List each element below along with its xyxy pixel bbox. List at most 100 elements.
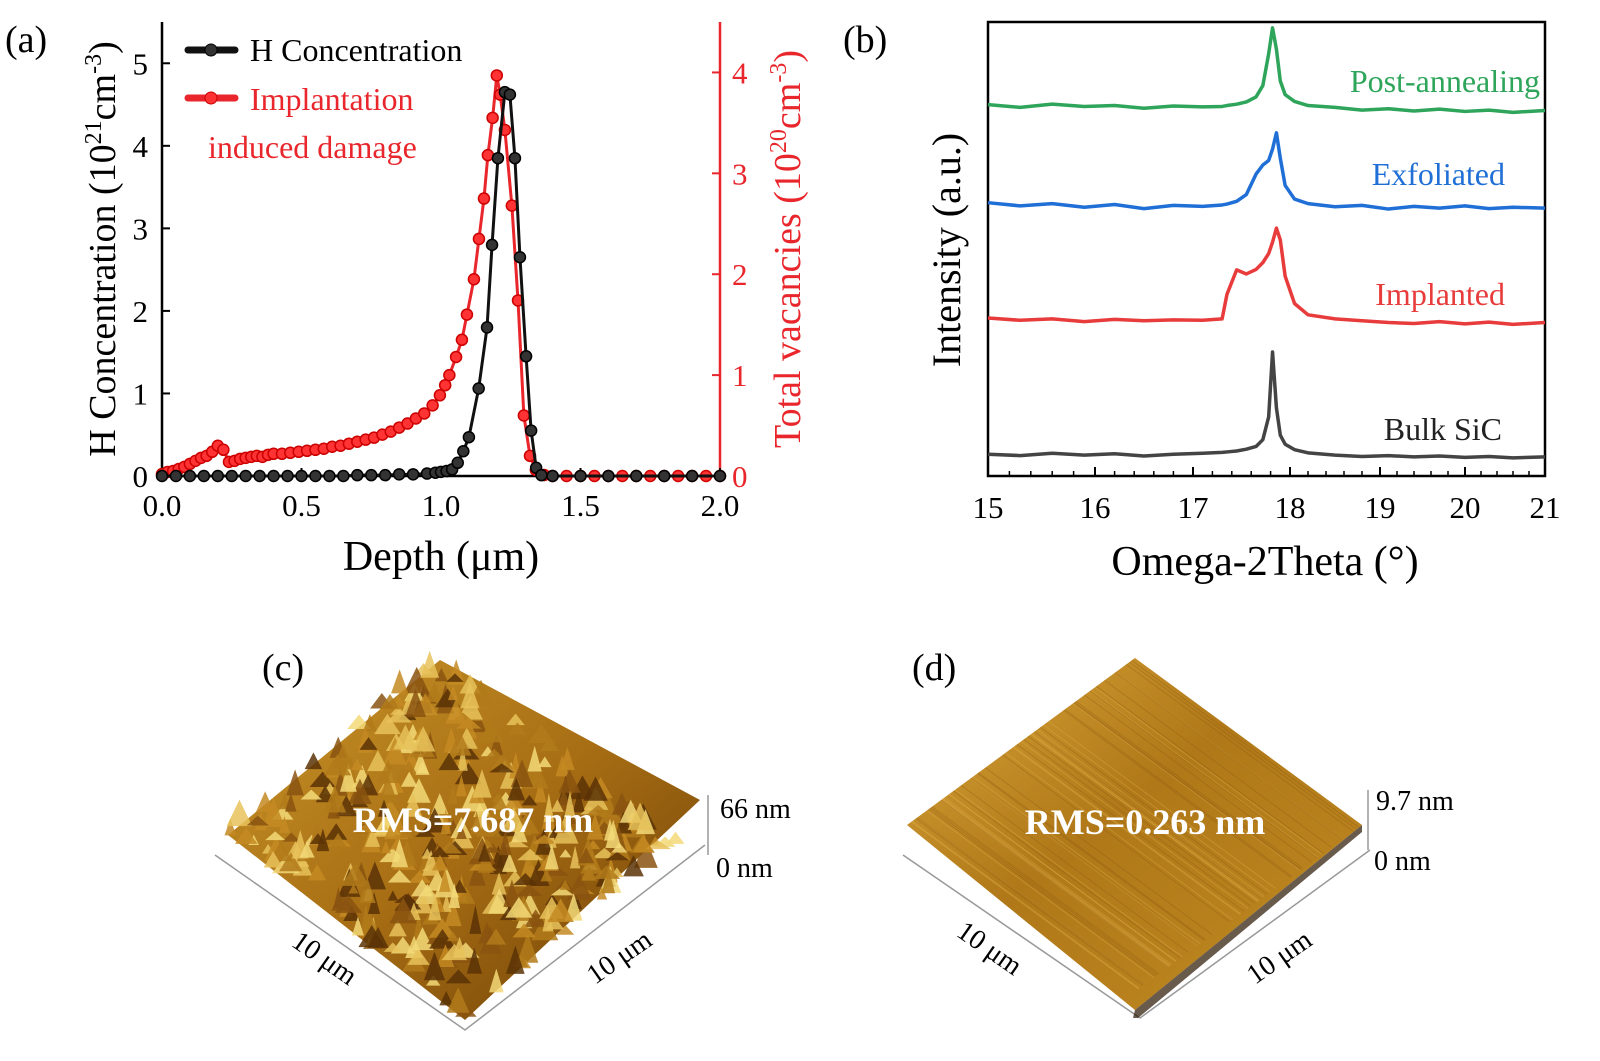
afm-d-streak xyxy=(926,810,1154,978)
afm-c-peak xyxy=(438,752,460,771)
afm-c-peak xyxy=(429,929,456,949)
afm-d-streak xyxy=(1048,721,1276,889)
afm-c-peak xyxy=(627,802,653,830)
afm-c-peak xyxy=(501,852,518,872)
x-tick-label: 1.5 xyxy=(561,488,600,523)
plot-frame xyxy=(986,20,1547,478)
h-concentration-point xyxy=(491,151,505,165)
h-concentration-point xyxy=(657,469,671,483)
afm-c-peak xyxy=(408,870,432,883)
afm-c-peak xyxy=(352,824,378,833)
afm-c-peak xyxy=(441,943,468,961)
legend-damage-label-1: Implantation xyxy=(250,81,414,117)
afm-c-peak xyxy=(377,799,391,817)
h-concentration-point xyxy=(239,469,252,483)
damage-point xyxy=(426,399,439,412)
afm-d-streak xyxy=(1063,709,1291,878)
afm-d-streak xyxy=(1002,754,1230,923)
damage-point xyxy=(486,111,499,125)
afm-d-streak xyxy=(1126,664,1354,832)
h-concentration-point xyxy=(378,468,392,482)
afm-c-peak xyxy=(285,792,297,812)
afm-c-peak xyxy=(426,975,441,986)
afm-d-streak xyxy=(1034,730,1263,899)
afm-c-peak xyxy=(581,866,597,881)
afm-c-peak xyxy=(403,792,423,817)
afm-d-streak xyxy=(917,816,1145,985)
afm-d-streak xyxy=(915,818,1144,986)
afm-c-peak xyxy=(420,650,440,678)
afm-c-peak xyxy=(316,828,330,852)
afm-c-peak xyxy=(515,884,543,897)
afm-c-peak xyxy=(547,898,574,923)
afm-c-peak xyxy=(224,818,237,836)
afm-c-peak xyxy=(265,831,286,841)
damage-point xyxy=(467,273,481,286)
afm-c-peak xyxy=(411,879,434,897)
afm-d-base-axes xyxy=(902,849,1371,1019)
afm-c-peak xyxy=(564,790,576,818)
h-concentration-point xyxy=(253,469,266,483)
afm-c-z-min: 0 nm xyxy=(716,853,773,884)
afm-d-edge xyxy=(1133,825,1362,1018)
afm-c-peak xyxy=(415,760,430,775)
afm-c-peak xyxy=(226,799,253,827)
afm-c-peak xyxy=(434,688,461,708)
afm-c-peak xyxy=(383,942,402,952)
afm-c-peak xyxy=(431,854,448,871)
h-concentration-point xyxy=(685,469,699,483)
afm-c-peak xyxy=(605,851,630,861)
h-concentration-point xyxy=(602,469,615,483)
y2-tick-label: 0 xyxy=(732,459,748,494)
x-tick-label: 2.0 xyxy=(701,488,740,523)
afm-c-peak xyxy=(411,927,434,951)
afm-c-peak xyxy=(363,861,386,890)
afm-c-peak xyxy=(348,883,359,894)
afm-c-peak xyxy=(428,918,457,938)
afm-c-peak xyxy=(544,844,559,870)
afm-c-peak xyxy=(304,752,323,770)
afm-d-surface xyxy=(907,658,1362,1010)
y2-axis-title: Total vacancies (1020cm-3) xyxy=(766,50,809,448)
afm-c-peak xyxy=(446,673,464,682)
afm-c-peak xyxy=(400,771,418,787)
afm-c-peak xyxy=(485,792,513,820)
x-tick-label: 20 xyxy=(1450,490,1481,525)
h-concentration-point xyxy=(211,469,225,483)
afm-c-peak xyxy=(279,816,290,833)
afm-c-peak xyxy=(323,753,352,776)
afm-c-peak xyxy=(470,811,483,835)
h-concentration-point xyxy=(574,469,587,483)
h-concentration-point xyxy=(485,238,499,252)
y2-tick-label: 2 xyxy=(732,257,748,292)
afm-c-peak xyxy=(380,840,391,854)
exfoliated-spectrum-line xyxy=(987,131,1546,211)
h-concentration-point xyxy=(406,468,420,481)
h-concentration-point xyxy=(462,430,476,444)
afm-d-streak xyxy=(1090,690,1318,858)
h-concentration-point xyxy=(392,468,406,481)
afm-d-streak xyxy=(1020,741,1249,909)
afm-c-peak xyxy=(393,724,418,750)
afm-d-streak xyxy=(970,778,1198,946)
afm-c-peak xyxy=(503,879,521,908)
afm-d-streak xyxy=(1031,733,1260,901)
h-concentration-point xyxy=(365,468,378,482)
y2-tick-label: 3 xyxy=(732,156,748,191)
x-tick-label: 0.5 xyxy=(282,488,321,523)
afm-c-peak xyxy=(367,750,389,772)
afm-d-streak xyxy=(954,789,1183,958)
afm-d-streak xyxy=(1131,660,1359,828)
afm-c-peak xyxy=(359,737,378,750)
afm-c-peak xyxy=(263,851,283,868)
afm-c-peak xyxy=(444,898,462,927)
afm-d-streak xyxy=(941,799,1169,967)
afm-c-peak xyxy=(309,771,336,788)
afm-c-peak xyxy=(466,947,483,974)
y-tick-label: 1 xyxy=(133,376,149,411)
afm-c-peak xyxy=(551,799,564,812)
x-axis-title: Depth (μm) xyxy=(343,534,539,580)
afm-c-peak xyxy=(348,778,372,805)
afm-c-peak xyxy=(448,730,472,756)
afm-c-peak xyxy=(472,769,492,798)
